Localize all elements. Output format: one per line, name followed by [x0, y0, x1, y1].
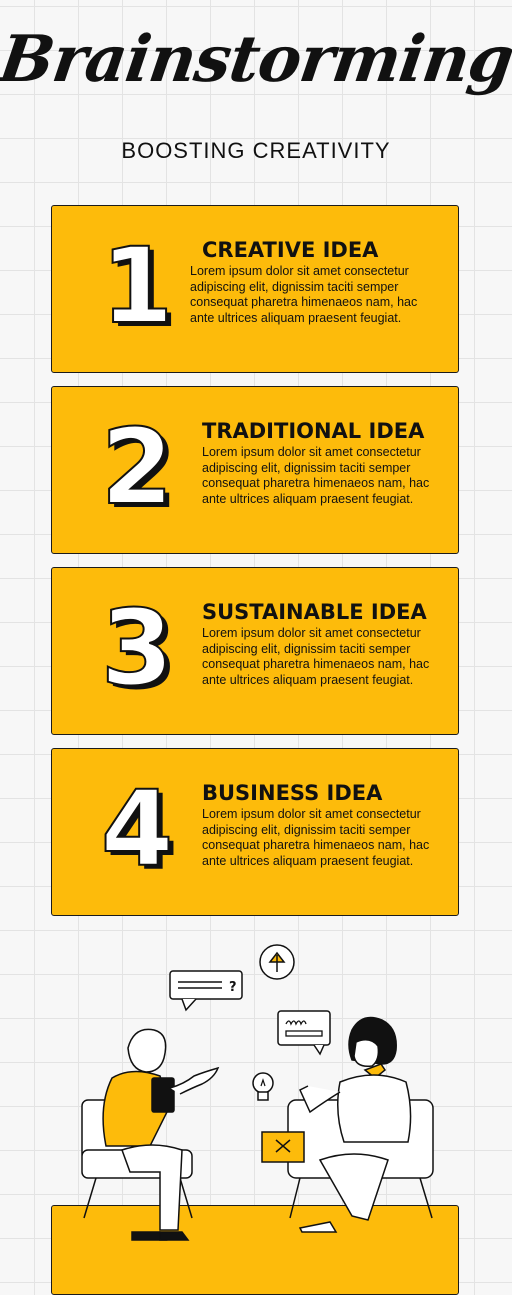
idea-title: TRADITIONAL IDEA: [202, 419, 425, 443]
arrow-up-circle-icon: [259, 944, 295, 980]
brainstorm-illustration: ?: [81, 944, 434, 1241]
page-subtitle: BOOSTING CREATIVITY: [121, 138, 391, 163]
idea-title: BUSINESS IDEA: [202, 781, 383, 805]
laptop-icon: [261, 1131, 305, 1163]
page-title: Brainstorming: [0, 22, 512, 97]
idea-number: 4: [100, 768, 174, 890]
speech-bubble-icon: ?: [169, 970, 243, 1012]
idea-title: SUSTAINABLE IDEA: [202, 600, 427, 624]
idea-title: CREATIVE IDEA: [202, 238, 379, 262]
idea-card-2: 2 TRADITIONAL IDEA Lorem ipsum dolor sit…: [51, 386, 459, 554]
idea-description: Lorem ipsum dolor sit amet consectetur a…: [202, 807, 430, 868]
idea-card-3: 3 SUSTAINABLE IDEA Lorem ipsum dolor sit…: [51, 567, 459, 735]
idea-card-1: 1 CREATIVE IDEA Lorem ipsum dolor sit am…: [51, 205, 459, 373]
idea-description: Lorem ipsum dolor sit amet consectetur a…: [202, 445, 430, 506]
man-figure: [102, 1028, 220, 1241]
idea-description: Lorem ipsum dolor sit amet consectetur a…: [190, 264, 418, 325]
idea-card-4: 4 BUSINESS IDEA Lorem ipsum dolor sit am…: [51, 748, 459, 916]
woman-figure: [298, 1016, 412, 1233]
question-mark: ?: [229, 980, 237, 995]
lightbulb-icon: [252, 1072, 274, 1101]
idea-description: Lorem ipsum dolor sit amet consectetur a…: [202, 626, 430, 687]
idea-number: 3: [100, 587, 174, 709]
idea-number: 2: [100, 406, 174, 528]
chat-bubble-icon: [277, 1010, 331, 1056]
idea-number: 1: [100, 225, 174, 347]
